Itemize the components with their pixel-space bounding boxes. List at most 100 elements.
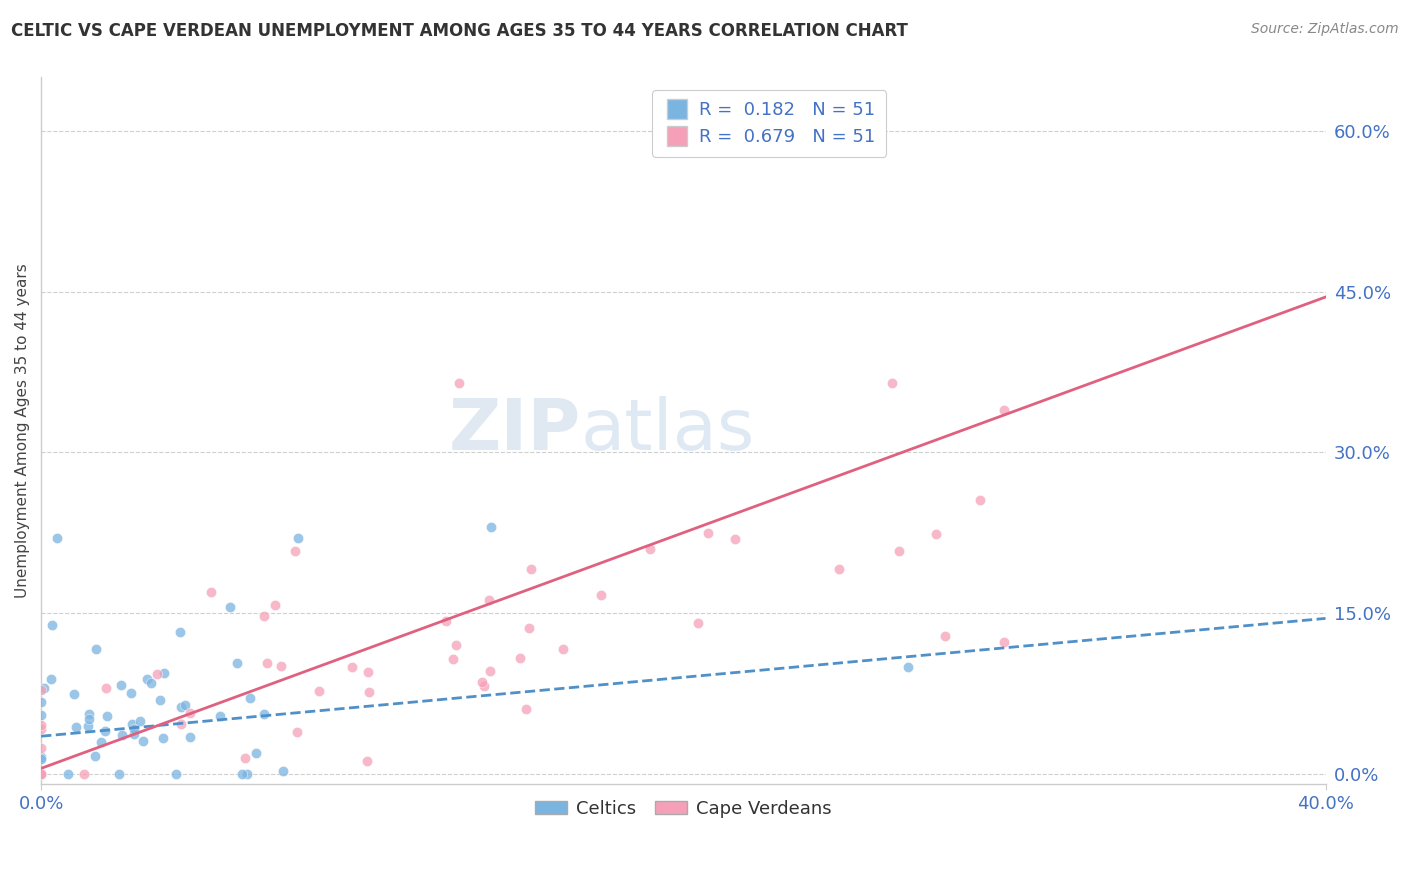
- Point: [169, 717, 191, 731]
- Point: [447, 376, 470, 390]
- Point: [897, 659, 920, 673]
- Point: [30, 766, 52, 780]
- Point: [30, 695, 52, 709]
- Point: [30, 766, 52, 780]
- Point: [30, 723, 52, 737]
- Point: [253, 609, 276, 624]
- Point: [174, 698, 197, 712]
- Text: Source: ZipAtlas.com: Source: ZipAtlas.com: [1251, 22, 1399, 37]
- Point: [270, 659, 292, 673]
- Point: [993, 403, 1015, 417]
- Point: [84, 748, 107, 763]
- Point: [30, 766, 52, 780]
- Point: [58, 766, 80, 780]
- Point: [724, 532, 747, 546]
- Point: [285, 725, 308, 739]
- Point: [478, 592, 501, 607]
- Point: [519, 562, 541, 576]
- Point: [356, 754, 378, 768]
- Point: [686, 616, 709, 631]
- Point: [76, 718, 98, 732]
- Point: [517, 621, 540, 635]
- Point: [253, 706, 276, 721]
- Point: [169, 624, 191, 639]
- Point: [515, 702, 537, 716]
- Point: [233, 751, 256, 765]
- Point: [231, 766, 253, 780]
- Point: [271, 764, 294, 778]
- Point: [39, 672, 62, 686]
- Point: [30, 752, 52, 766]
- Point: [108, 766, 131, 780]
- Point: [96, 681, 118, 695]
- Point: [165, 766, 187, 780]
- Point: [236, 766, 259, 780]
- Point: [120, 686, 142, 700]
- Point: [887, 544, 910, 558]
- Point: [828, 562, 851, 576]
- Point: [124, 727, 146, 741]
- Point: [434, 614, 457, 628]
- Point: [479, 520, 502, 534]
- Point: [218, 600, 240, 615]
- Point: [209, 708, 232, 723]
- Point: [283, 544, 305, 558]
- Point: [308, 684, 330, 698]
- Point: [226, 657, 249, 671]
- Point: [141, 676, 163, 690]
- Point: [152, 731, 174, 745]
- Point: [925, 526, 948, 541]
- Point: [993, 634, 1015, 648]
- Text: ZIP: ZIP: [449, 396, 581, 466]
- Legend: Celtics, Cape Verdeans: Celtics, Cape Verdeans: [527, 792, 839, 825]
- Point: [63, 687, 86, 701]
- Point: [256, 656, 278, 670]
- Point: [478, 665, 501, 679]
- Point: [287, 531, 309, 545]
- Point: [638, 541, 661, 556]
- Point: [65, 720, 87, 734]
- Point: [179, 731, 201, 745]
- Point: [153, 665, 176, 680]
- Point: [149, 693, 172, 707]
- Point: [32, 681, 55, 695]
- Point: [474, 679, 496, 693]
- Point: [77, 712, 100, 726]
- Point: [41, 618, 63, 632]
- Point: [553, 641, 575, 656]
- Point: [245, 746, 267, 760]
- Point: [30, 708, 52, 723]
- Point: [90, 735, 112, 749]
- Point: [30, 682, 52, 697]
- Point: [444, 638, 467, 652]
- Point: [200, 585, 222, 599]
- Point: [145, 667, 167, 681]
- Point: [77, 706, 100, 721]
- Point: [96, 709, 118, 723]
- Text: CELTIC VS CAPE VERDEAN UNEMPLOYMENT AMONG AGES 35 TO 44 YEARS CORRELATION CHART: CELTIC VS CAPE VERDEAN UNEMPLOYMENT AMON…: [11, 22, 908, 40]
- Point: [30, 750, 52, 764]
- Point: [509, 650, 531, 665]
- Point: [30, 718, 52, 732]
- Point: [239, 690, 262, 705]
- Point: [30, 740, 52, 755]
- Point: [129, 714, 152, 728]
- Point: [471, 674, 494, 689]
- Point: [263, 599, 285, 613]
- Point: [357, 665, 380, 679]
- Point: [111, 728, 134, 742]
- Point: [696, 526, 718, 541]
- Point: [179, 706, 201, 720]
- Point: [84, 641, 107, 656]
- Point: [110, 678, 132, 692]
- Point: [359, 685, 381, 699]
- Point: [30, 766, 52, 780]
- Point: [170, 699, 193, 714]
- Point: [880, 376, 903, 390]
- Point: [122, 722, 145, 736]
- Point: [340, 660, 363, 674]
- Point: [121, 717, 143, 731]
- Point: [934, 629, 956, 643]
- Point: [441, 652, 464, 666]
- Point: [72, 766, 94, 780]
